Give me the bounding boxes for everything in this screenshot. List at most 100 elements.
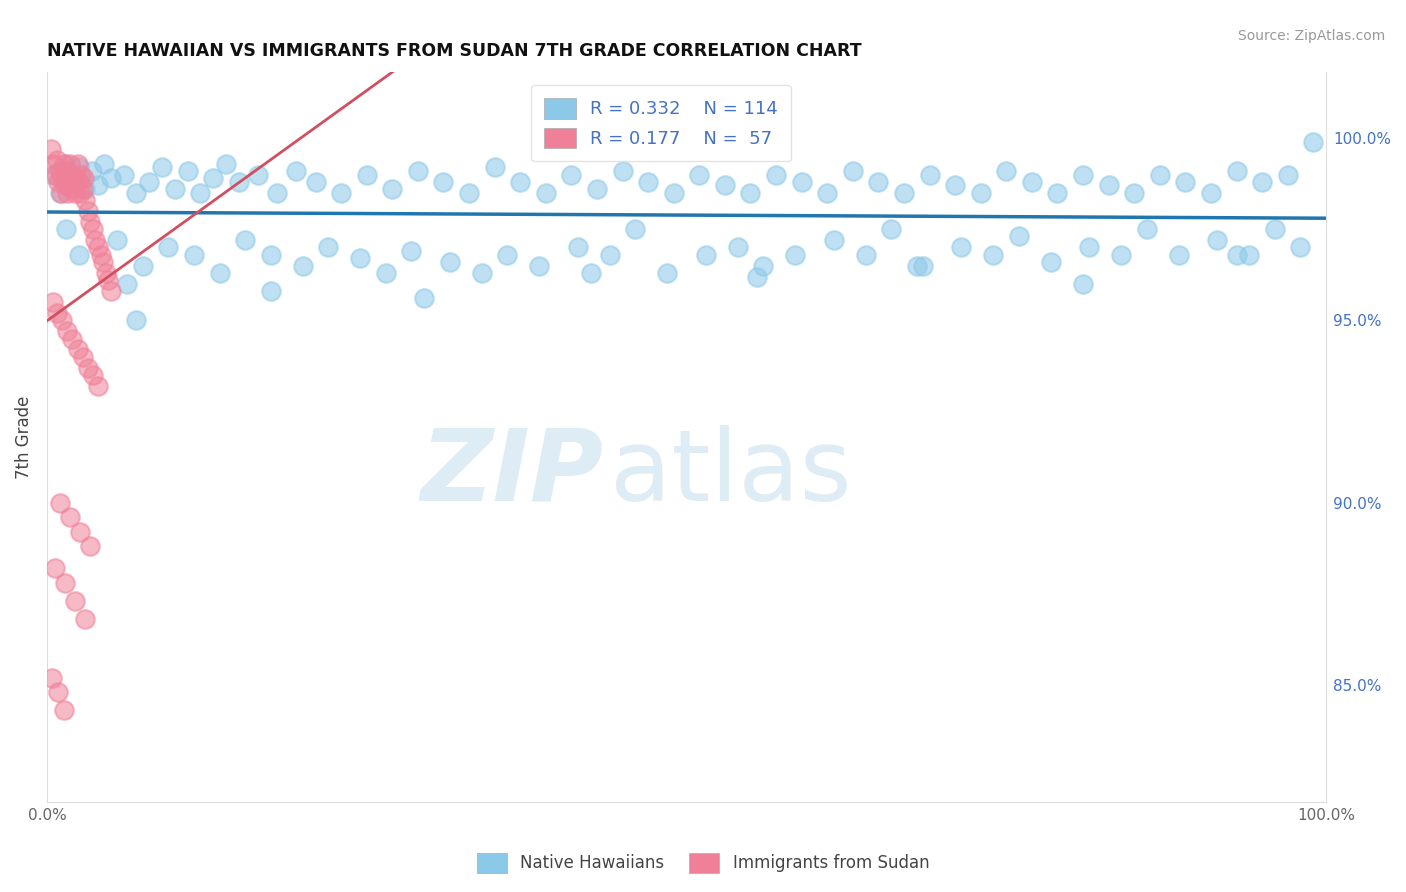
Point — [55, 156, 77, 170]
Point — [59, 510, 82, 524]
Point — [905, 259, 928, 273]
Point — [579, 266, 602, 280]
Point — [1021, 175, 1043, 189]
Point — [356, 168, 378, 182]
Point — [84, 233, 107, 247]
Point — [117, 277, 139, 291]
Point — [56, 186, 79, 200]
Point — [53, 575, 76, 590]
Point — [509, 175, 531, 189]
Legend: Native Hawaiians, Immigrants from Sudan: Native Hawaiians, Immigrants from Sudan — [470, 847, 936, 880]
Point — [918, 168, 941, 182]
Point — [97, 273, 120, 287]
Point — [790, 175, 813, 189]
Point — [1277, 168, 1299, 182]
Point — [63, 594, 86, 608]
Point — [46, 153, 69, 167]
Point — [70, 168, 93, 182]
Point — [1097, 178, 1119, 193]
Point — [80, 164, 103, 178]
Point — [291, 259, 314, 273]
Point — [67, 248, 90, 262]
Point — [39, 142, 62, 156]
Point — [87, 379, 110, 393]
Point — [41, 671, 63, 685]
Point — [72, 350, 94, 364]
Point — [76, 360, 98, 375]
Point — [228, 175, 250, 189]
Point — [484, 160, 506, 174]
Point — [599, 248, 621, 262]
Point — [529, 259, 551, 273]
Point — [1199, 186, 1222, 200]
Point — [1136, 222, 1159, 236]
Point — [740, 186, 762, 200]
Point — [48, 685, 70, 699]
Legend: R = 0.332    N = 114, R = 0.177    N =  57: R = 0.332 N = 114, R = 0.177 N = 57 — [531, 85, 790, 161]
Point — [58, 171, 80, 186]
Point — [637, 175, 659, 189]
Point — [695, 248, 717, 262]
Point — [318, 240, 340, 254]
Point — [815, 186, 838, 200]
Point — [1302, 135, 1324, 149]
Point — [93, 156, 115, 170]
Point — [1225, 164, 1247, 178]
Point — [75, 182, 97, 196]
Point — [1111, 248, 1133, 262]
Point — [534, 186, 557, 200]
Point — [66, 343, 89, 357]
Point — [688, 168, 710, 182]
Point — [912, 259, 935, 273]
Point — [138, 175, 160, 189]
Point — [75, 612, 97, 626]
Point — [950, 240, 973, 254]
Point — [657, 266, 679, 280]
Point — [87, 178, 110, 193]
Point — [132, 259, 155, 273]
Point — [1071, 277, 1094, 291]
Point — [969, 186, 991, 200]
Point — [72, 182, 94, 196]
Point — [62, 182, 84, 196]
Point — [785, 248, 807, 262]
Point — [63, 186, 86, 200]
Point — [496, 248, 519, 262]
Point — [943, 178, 966, 193]
Point — [91, 255, 114, 269]
Point — [1174, 175, 1197, 189]
Point — [87, 240, 110, 254]
Point — [1123, 186, 1146, 200]
Point — [49, 186, 72, 200]
Point — [567, 240, 589, 254]
Point — [233, 233, 256, 247]
Point — [260, 284, 283, 298]
Point — [1149, 168, 1171, 182]
Point — [42, 168, 65, 182]
Point — [60, 175, 83, 189]
Point — [823, 233, 845, 247]
Point — [66, 156, 89, 170]
Point — [560, 168, 582, 182]
Point — [79, 539, 101, 553]
Text: NATIVE HAWAIIAN VS IMMIGRANTS FROM SUDAN 7TH GRADE CORRELATION CHART: NATIVE HAWAIIAN VS IMMIGRANTS FROM SUDAN… — [46, 42, 862, 60]
Point — [59, 156, 82, 170]
Point — [55, 164, 77, 178]
Point — [79, 215, 101, 229]
Point — [82, 222, 104, 236]
Point — [69, 524, 91, 539]
Point — [44, 561, 66, 575]
Point — [745, 269, 768, 284]
Point — [75, 193, 97, 207]
Point — [432, 175, 454, 189]
Point — [330, 186, 353, 200]
Point — [983, 248, 1005, 262]
Point — [94, 266, 117, 280]
Point — [349, 252, 371, 266]
Point — [260, 248, 283, 262]
Point — [1046, 186, 1069, 200]
Point — [471, 266, 494, 280]
Point — [1251, 175, 1274, 189]
Point — [1168, 248, 1191, 262]
Point — [48, 175, 70, 189]
